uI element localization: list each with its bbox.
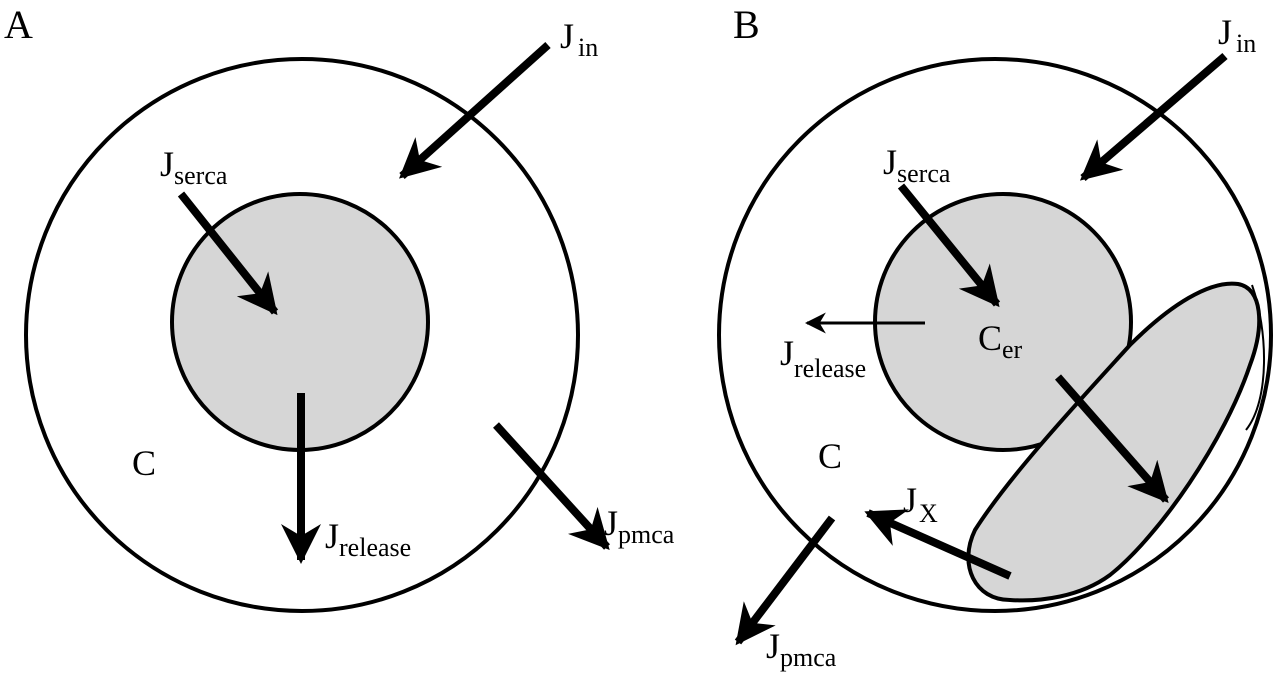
panel-b-jserca-label: Jserca bbox=[883, 142, 951, 188]
panel-a-jin-arrow bbox=[399, 42, 551, 179]
panel-b-jx-arrow bbox=[864, 509, 1012, 580]
panel-b-er-label: Cer bbox=[978, 318, 1023, 364]
panel-a-jrelease-label: Jrelease bbox=[325, 516, 411, 562]
panel-b-jx-label: JX bbox=[903, 480, 938, 528]
panel-b-letter: B bbox=[733, 2, 760, 47]
panel-b-jrelease-label: Jrelease bbox=[780, 333, 866, 383]
panel-b-jpmca-label: Jpmca bbox=[766, 626, 837, 672]
panel-b-cytosol-label: C bbox=[818, 436, 842, 476]
panel-a-jserca-label: Jserca bbox=[160, 144, 228, 190]
panel-b-er-to-store-arrow bbox=[1054, 374, 1170, 504]
panel-a-jpmca-label: Jpmca bbox=[604, 503, 675, 549]
panel-a-cytosol-label: C bbox=[132, 443, 156, 483]
panel-a-jserca-arrow bbox=[177, 191, 279, 316]
panel-a-letter: A bbox=[4, 2, 33, 47]
panel-b-membrane-edge bbox=[1245, 284, 1266, 431]
panel-b-jin-arrow bbox=[1079, 52, 1228, 182]
panel-b-jserca-arrow bbox=[897, 183, 1001, 308]
panel-b-jpmca-arrow bbox=[734, 515, 836, 646]
panel-a-jpmca-arrow bbox=[493, 422, 610, 550]
